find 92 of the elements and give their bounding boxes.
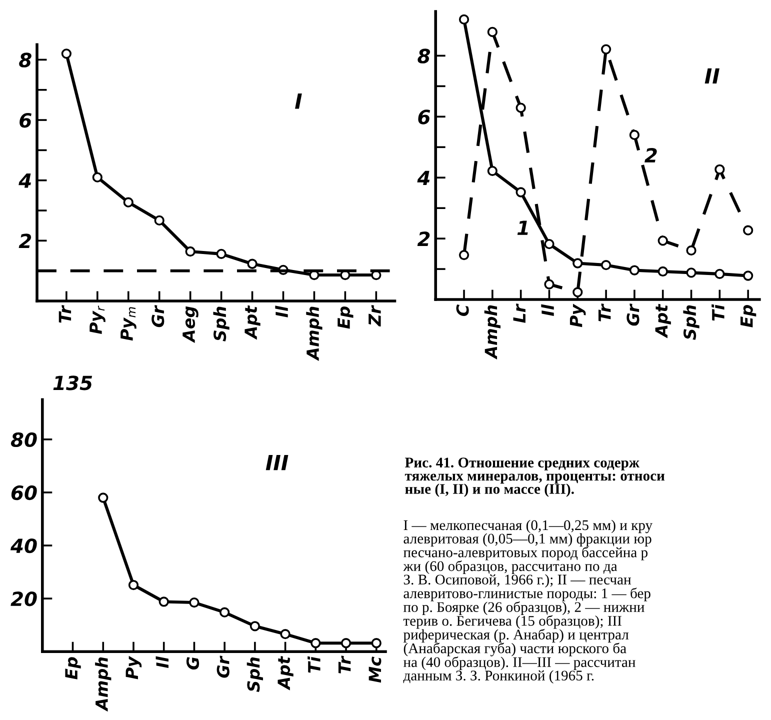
x-tick-label: Gr	[152, 304, 164, 328]
x-tick-label: Ep	[338, 306, 354, 329]
point	[487, 166, 498, 176]
point	[686, 268, 696, 278]
point	[250, 621, 260, 632]
y-tick-label: 4	[417, 170, 430, 186]
point	[247, 258, 258, 269]
y-tick-label: 20	[10, 592, 37, 606]
point	[128, 580, 139, 590]
series-label: 1	[517, 220, 528, 235]
point	[600, 260, 612, 270]
y-tick-label: 2	[18, 234, 32, 248]
x-tick-label: Gr	[626, 304, 640, 326]
x-tick-label: Ti	[712, 304, 724, 321]
x-tick-label: Sph	[683, 305, 700, 340]
point	[220, 607, 230, 618]
series-label: 2	[644, 148, 657, 162]
x-tick-label: Il	[275, 306, 288, 318]
text: I — мелкопесчаная (0,1—0,25 мм) и кру алевритовая (0,05—0,1 мм) фракции юр песчано-алевритовых пород бассейна р жи (60 образцов, рассчитано по да З. В. Осиповой, 1966 г.); II — песчан алевритово-глинистые породы: 1 — бер по р. Боярке (26 образцов), 2 — нижни терив о. Бегичева (15 образцов); III риферическая (р. Анабар) и централ (Анабарская губа) части юрского ба на (40 образцов). II—III — рассчитан данным З. З. Ронкиной (1965 г.	[403, 520, 652, 684]
point	[185, 246, 196, 257]
point	[458, 14, 470, 25]
annotation: I	[295, 94, 302, 109]
point	[544, 279, 554, 290]
point	[92, 172, 102, 182]
point	[310, 638, 321, 648]
x-tick-label: G	[186, 657, 200, 670]
point	[154, 215, 164, 226]
y-tick-label: 40	[10, 538, 37, 554]
x-tick-label: Tr	[58, 304, 72, 323]
x-tick-label: Ep	[740, 305, 756, 328]
y-tick-label: 6	[20, 113, 32, 128]
point	[216, 248, 226, 259]
point	[743, 225, 754, 236]
point	[98, 492, 108, 503]
point	[686, 245, 696, 256]
point	[572, 258, 583, 268]
point	[629, 265, 640, 276]
x-tick-label: Ti	[308, 656, 320, 673]
point	[714, 268, 725, 279]
y-tick-label: 80	[10, 432, 37, 448]
x-tick-label: Tr	[598, 304, 611, 322]
y-tick-label: 6	[418, 110, 430, 124]
x-tick-label: Tr	[338, 656, 351, 674]
point	[658, 236, 668, 246]
point	[714, 164, 725, 174]
point	[629, 130, 640, 140]
point	[544, 238, 554, 250]
point	[340, 638, 352, 648]
x-tick-label: Py$_{r}$	[90, 306, 106, 334]
x-tick-label: Apt	[655, 304, 671, 338]
point	[658, 266, 668, 277]
point	[123, 197, 134, 208]
point	[280, 629, 290, 640]
x-tick-label: Il	[541, 304, 554, 316]
point	[189, 597, 200, 608]
y-tick-label: 8	[418, 48, 430, 64]
x-tick-label: Zr	[368, 304, 381, 327]
point	[516, 102, 526, 113]
x-tick-label: Py$_{m}$	[120, 307, 136, 341]
x-tick-label: Mc	[368, 656, 382, 683]
x-tick-label: Py	[570, 304, 586, 328]
x-tick-label: Apt	[278, 656, 294, 690]
y-tick-label: 2	[417, 232, 430, 246]
y-tick-label: 60	[11, 485, 37, 500]
x-tick-label: Gr	[216, 656, 230, 678]
x-tick-label: Lr	[513, 304, 526, 323]
x-tick-label: Amph	[306, 306, 322, 361]
point	[458, 250, 470, 260]
point	[743, 270, 754, 281]
x-tick-label: C	[456, 304, 469, 316]
annotation: II	[704, 68, 720, 84]
point	[158, 596, 169, 607]
point	[61, 48, 72, 59]
text: 135	[53, 376, 92, 390]
x-tick-label: Apt	[244, 305, 260, 340]
x-tick-label: Aeg	[182, 306, 198, 344]
point	[572, 287, 583, 298]
annotation: III	[266, 454, 288, 470]
point	[371, 638, 382, 648]
x-tick-label: Amph	[95, 657, 112, 712]
point	[516, 187, 526, 198]
point	[487, 26, 498, 38]
x-tick-label: Ep	[65, 657, 81, 680]
point	[600, 44, 612, 54]
text: Рис. 41. Отношение средних содерж тяжелых минералов, проценты: относи ные (I, II) и по массе (III).	[404, 458, 665, 497]
x-tick-label: Sph	[246, 657, 264, 692]
y-tick-label: 8	[19, 52, 32, 68]
x-tick-label: Py	[126, 656, 142, 680]
x-tick-label: Sph	[213, 306, 230, 342]
y-tick-label: 4	[18, 174, 31, 188]
x-tick-label: Il	[156, 656, 168, 668]
x-tick-label: Amph	[484, 305, 500, 360]
